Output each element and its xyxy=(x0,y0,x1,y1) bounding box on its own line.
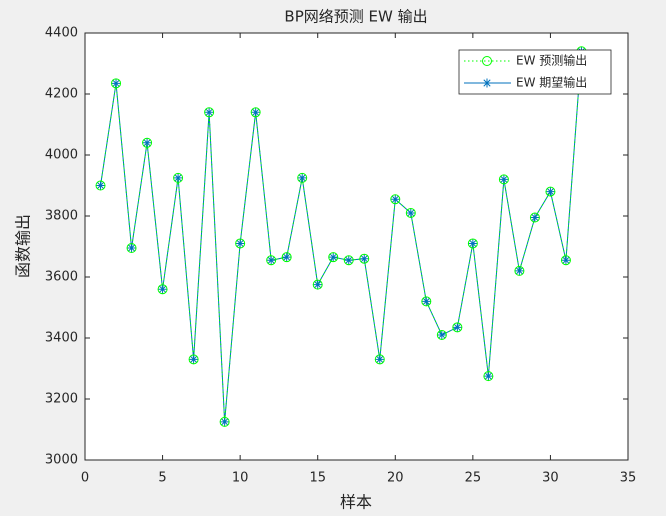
data-point xyxy=(483,371,493,381)
data-point xyxy=(282,252,292,262)
data-point xyxy=(157,284,168,295)
data-point xyxy=(545,186,556,197)
data-point xyxy=(498,174,509,185)
data-point xyxy=(173,172,184,183)
data-point xyxy=(142,137,153,148)
data-point xyxy=(188,354,199,365)
x-axis-label: 样本 xyxy=(340,493,372,512)
data-point xyxy=(250,107,261,118)
data-point xyxy=(530,213,540,223)
data-point xyxy=(189,354,199,364)
legend-label: EW 预测输出 xyxy=(516,53,587,68)
data-point xyxy=(266,255,277,266)
data-point xyxy=(204,107,214,117)
data-point xyxy=(374,354,385,365)
data-point xyxy=(545,187,555,197)
data-point xyxy=(297,172,308,183)
data-point xyxy=(126,243,137,254)
x-tick-label: 10 xyxy=(232,471,249,486)
data-point xyxy=(359,254,369,264)
data-point xyxy=(390,194,401,205)
data-point xyxy=(375,354,385,364)
y-tick-label: 3800 xyxy=(45,209,78,224)
data-point xyxy=(220,417,230,427)
y-tick-label: 4000 xyxy=(45,148,78,163)
data-point xyxy=(483,371,494,382)
data-point xyxy=(561,255,571,265)
data-point xyxy=(452,322,462,332)
data-point xyxy=(127,243,137,253)
data-point xyxy=(514,265,525,276)
data-point xyxy=(281,252,292,263)
series-line xyxy=(100,51,582,422)
data-point xyxy=(437,330,447,340)
legend-marker xyxy=(482,78,492,88)
x-tick-label: 30 xyxy=(542,471,559,486)
data-point xyxy=(421,296,431,306)
legend-marker xyxy=(482,56,492,66)
data-point xyxy=(235,238,246,249)
data-point xyxy=(297,173,307,183)
data-point xyxy=(312,279,323,290)
x-tick-label: 20 xyxy=(387,471,404,486)
data-point xyxy=(328,252,338,262)
chart-title: BP网络预测 EW 输出 xyxy=(284,8,427,26)
x-tick-label: 5 xyxy=(158,471,166,486)
data-point xyxy=(529,212,540,223)
legend-label: EW 期望输出 xyxy=(516,75,587,90)
x-tick-label: 25 xyxy=(465,471,482,486)
data-point xyxy=(467,238,478,249)
y-tick-label: 4400 xyxy=(45,26,78,41)
data-point xyxy=(390,194,400,204)
y-tick-label: 3600 xyxy=(45,270,78,285)
data-point xyxy=(499,174,509,184)
data-point xyxy=(514,266,524,276)
y-tick-label: 3000 xyxy=(45,453,78,468)
x-tick-label: 15 xyxy=(309,471,326,486)
data-point xyxy=(421,296,432,307)
data-point xyxy=(95,180,106,191)
data-point xyxy=(96,181,106,190)
data-point xyxy=(313,280,323,290)
data-point xyxy=(344,255,354,265)
data-point xyxy=(204,107,215,118)
data-point xyxy=(468,238,478,248)
data-point xyxy=(560,255,571,266)
data-point xyxy=(251,107,261,117)
data-point xyxy=(219,416,230,427)
data-point xyxy=(406,208,416,218)
plot-area xyxy=(84,32,629,461)
y-axis-label: 函数输出 xyxy=(14,214,33,278)
data-point xyxy=(405,207,416,218)
data-point xyxy=(111,78,121,88)
data-point xyxy=(328,252,339,263)
data-point xyxy=(452,322,463,333)
data-point xyxy=(142,138,152,148)
data-point xyxy=(266,255,276,265)
y-tick-label: 3200 xyxy=(45,392,78,407)
x-tick-label: 35 xyxy=(620,471,637,486)
y-tick-label: 4200 xyxy=(45,87,78,102)
data-point xyxy=(173,173,183,183)
y-tick-label: 3400 xyxy=(45,331,78,346)
data-point xyxy=(235,238,245,248)
x-tick-label: 0 xyxy=(81,471,89,486)
data-point xyxy=(343,255,354,266)
data-point xyxy=(359,253,370,264)
data-point xyxy=(111,78,122,89)
data-point xyxy=(158,284,168,294)
data-point xyxy=(436,329,447,340)
